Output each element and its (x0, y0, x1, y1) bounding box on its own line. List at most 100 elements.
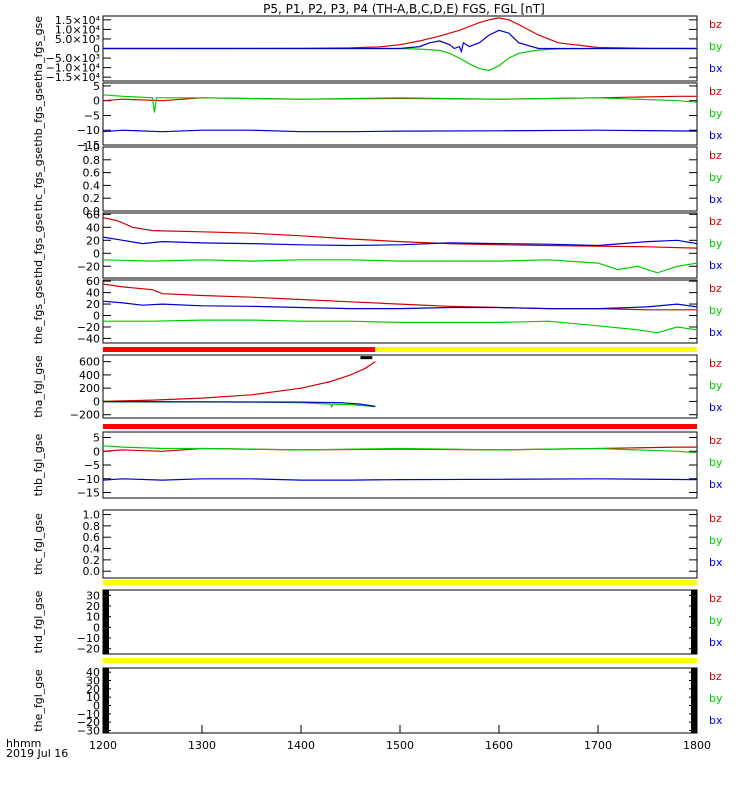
series-group (103, 17, 697, 72)
y-tick-label: 1.0 (83, 509, 101, 522)
y-tick-label: −15 (77, 139, 100, 152)
y-tick-label: −40 (77, 332, 100, 345)
y-tick-label: 0.6 (83, 531, 101, 544)
series-line-bx (103, 300, 697, 310)
legend-bx: bx (709, 129, 723, 142)
legend-by: by (709, 40, 723, 53)
y-tick-label: −5 (84, 459, 100, 472)
series-group (103, 361, 376, 409)
y-tick-label: 600 (79, 356, 100, 369)
tick-wall-right (691, 590, 697, 654)
series-line-by (103, 47, 697, 72)
series-group (103, 283, 697, 334)
y-tick-label: 0.2 (83, 554, 101, 567)
y-tick-label: 40 (86, 287, 100, 300)
tick-wall-left (103, 590, 109, 654)
y-tick-label: 0 (93, 395, 100, 408)
panel-label: thb_fgs_gse (32, 81, 45, 147)
y-tick-label: 1.5×10⁴ (55, 14, 101, 27)
panel-frame (102, 82, 698, 146)
panel-frame (102, 589, 698, 655)
y-tick-label: −20 (77, 321, 100, 334)
status-bar-yellow (103, 658, 697, 663)
panel-label: thd_fgs_gse (32, 213, 45, 279)
status-bar-red (103, 347, 376, 352)
y-tick-label: 0 (93, 95, 100, 108)
y-tick-label: 0.8 (83, 520, 101, 533)
panel-frame (102, 279, 698, 344)
y-tick-label: −15 (77, 487, 100, 500)
y-tick-label: 0 (93, 700, 100, 713)
y-tick-label: −1.0×10⁴ (46, 62, 101, 75)
panel-frame (102, 354, 698, 419)
series-line-by (103, 259, 697, 274)
y-tick-label: −30 (77, 725, 100, 738)
y-tick-label: −1.5×10⁴ (46, 71, 101, 84)
legend-bx: bx (709, 326, 723, 339)
status-bar-red (103, 424, 697, 429)
y-tick-label: 200 (79, 382, 100, 395)
legend-by: by (709, 614, 723, 627)
x-axis: 1200 1300 1400 1500 1600 1700 1800 (89, 725, 711, 752)
legend-by: by (709, 237, 723, 250)
legend-bz: bz (709, 85, 722, 98)
y-tick-label: 30 (86, 675, 100, 688)
y-tick-label: −10 (77, 473, 100, 486)
legend-bx: bx (709, 259, 723, 272)
y-tick-label: 5 (93, 80, 100, 93)
y-tick-label: 20 (86, 600, 100, 613)
legend-by: by (709, 107, 723, 120)
y-tick-label: 5 (93, 432, 100, 445)
y-tick-label: 0 (93, 621, 100, 634)
chart-title: P5, P1, P2, P3, P4 (TH-A,B,C,D,E) FGS, F… (263, 2, 545, 16)
y-tick-label: 40 (86, 221, 100, 234)
panel-frame (102, 431, 698, 499)
panel-label: the_fgl_gse (32, 669, 45, 732)
y-tick-label: −20 (77, 260, 100, 273)
series-line-bz (103, 361, 376, 402)
y-tick-label: 20 (86, 683, 100, 696)
series-line-bx (103, 478, 697, 481)
y-tick-label: 400 (79, 369, 100, 382)
panel-frame (102, 667, 698, 734)
legend-bz: bz (709, 670, 722, 683)
y-tick-label: 20 (86, 298, 100, 311)
legend-by: by (709, 379, 723, 392)
y-tick-label: 0 (93, 247, 100, 260)
legend-bz: bz (709, 282, 722, 295)
series-line-by (103, 94, 697, 113)
panel-label: thc_fgl_gse (32, 513, 45, 575)
status-bar-yellow (103, 580, 697, 585)
panel-label: tha_fgl_gse (32, 355, 45, 418)
x-tick-label: 1700 (584, 739, 612, 752)
panel-label: tha_fgs_gse (32, 16, 45, 81)
legend-bz: bz (709, 357, 722, 370)
y-tick-label: −20 (77, 716, 100, 729)
y-tick-label: −10 (77, 632, 100, 645)
series-line-bx (103, 129, 697, 133)
panel-thc_fgs_gse: 1.00.80.60.40.20.0 thc_fgs_gse bz by bx (32, 141, 723, 218)
y-tick-label: 5.0×10³ (55, 33, 100, 46)
data-gap-mark (360, 356, 373, 360)
legend-by: by (709, 534, 723, 547)
y-tick-label: −200 (70, 409, 100, 422)
panel-label: thc_fgs_gse (32, 147, 45, 212)
legend-bx: bx (709, 478, 723, 491)
panel-frame (102, 509, 698, 579)
y-tick-label: 0.6 (83, 167, 101, 180)
x-tick-label: 1300 (188, 739, 216, 752)
y-tick-label: 1.0 (83, 141, 101, 154)
series-line-by (103, 445, 697, 454)
legend-bz: bz (709, 434, 722, 447)
y-tick-label: −5.0×10³ (46, 52, 100, 65)
series-line-bz (103, 17, 697, 50)
date-label: 2019 Jul 16 (6, 747, 68, 760)
y-tick-label: 0.4 (83, 179, 101, 192)
legend-bz: bz (709, 592, 722, 605)
series-line-bx (103, 401, 376, 407)
